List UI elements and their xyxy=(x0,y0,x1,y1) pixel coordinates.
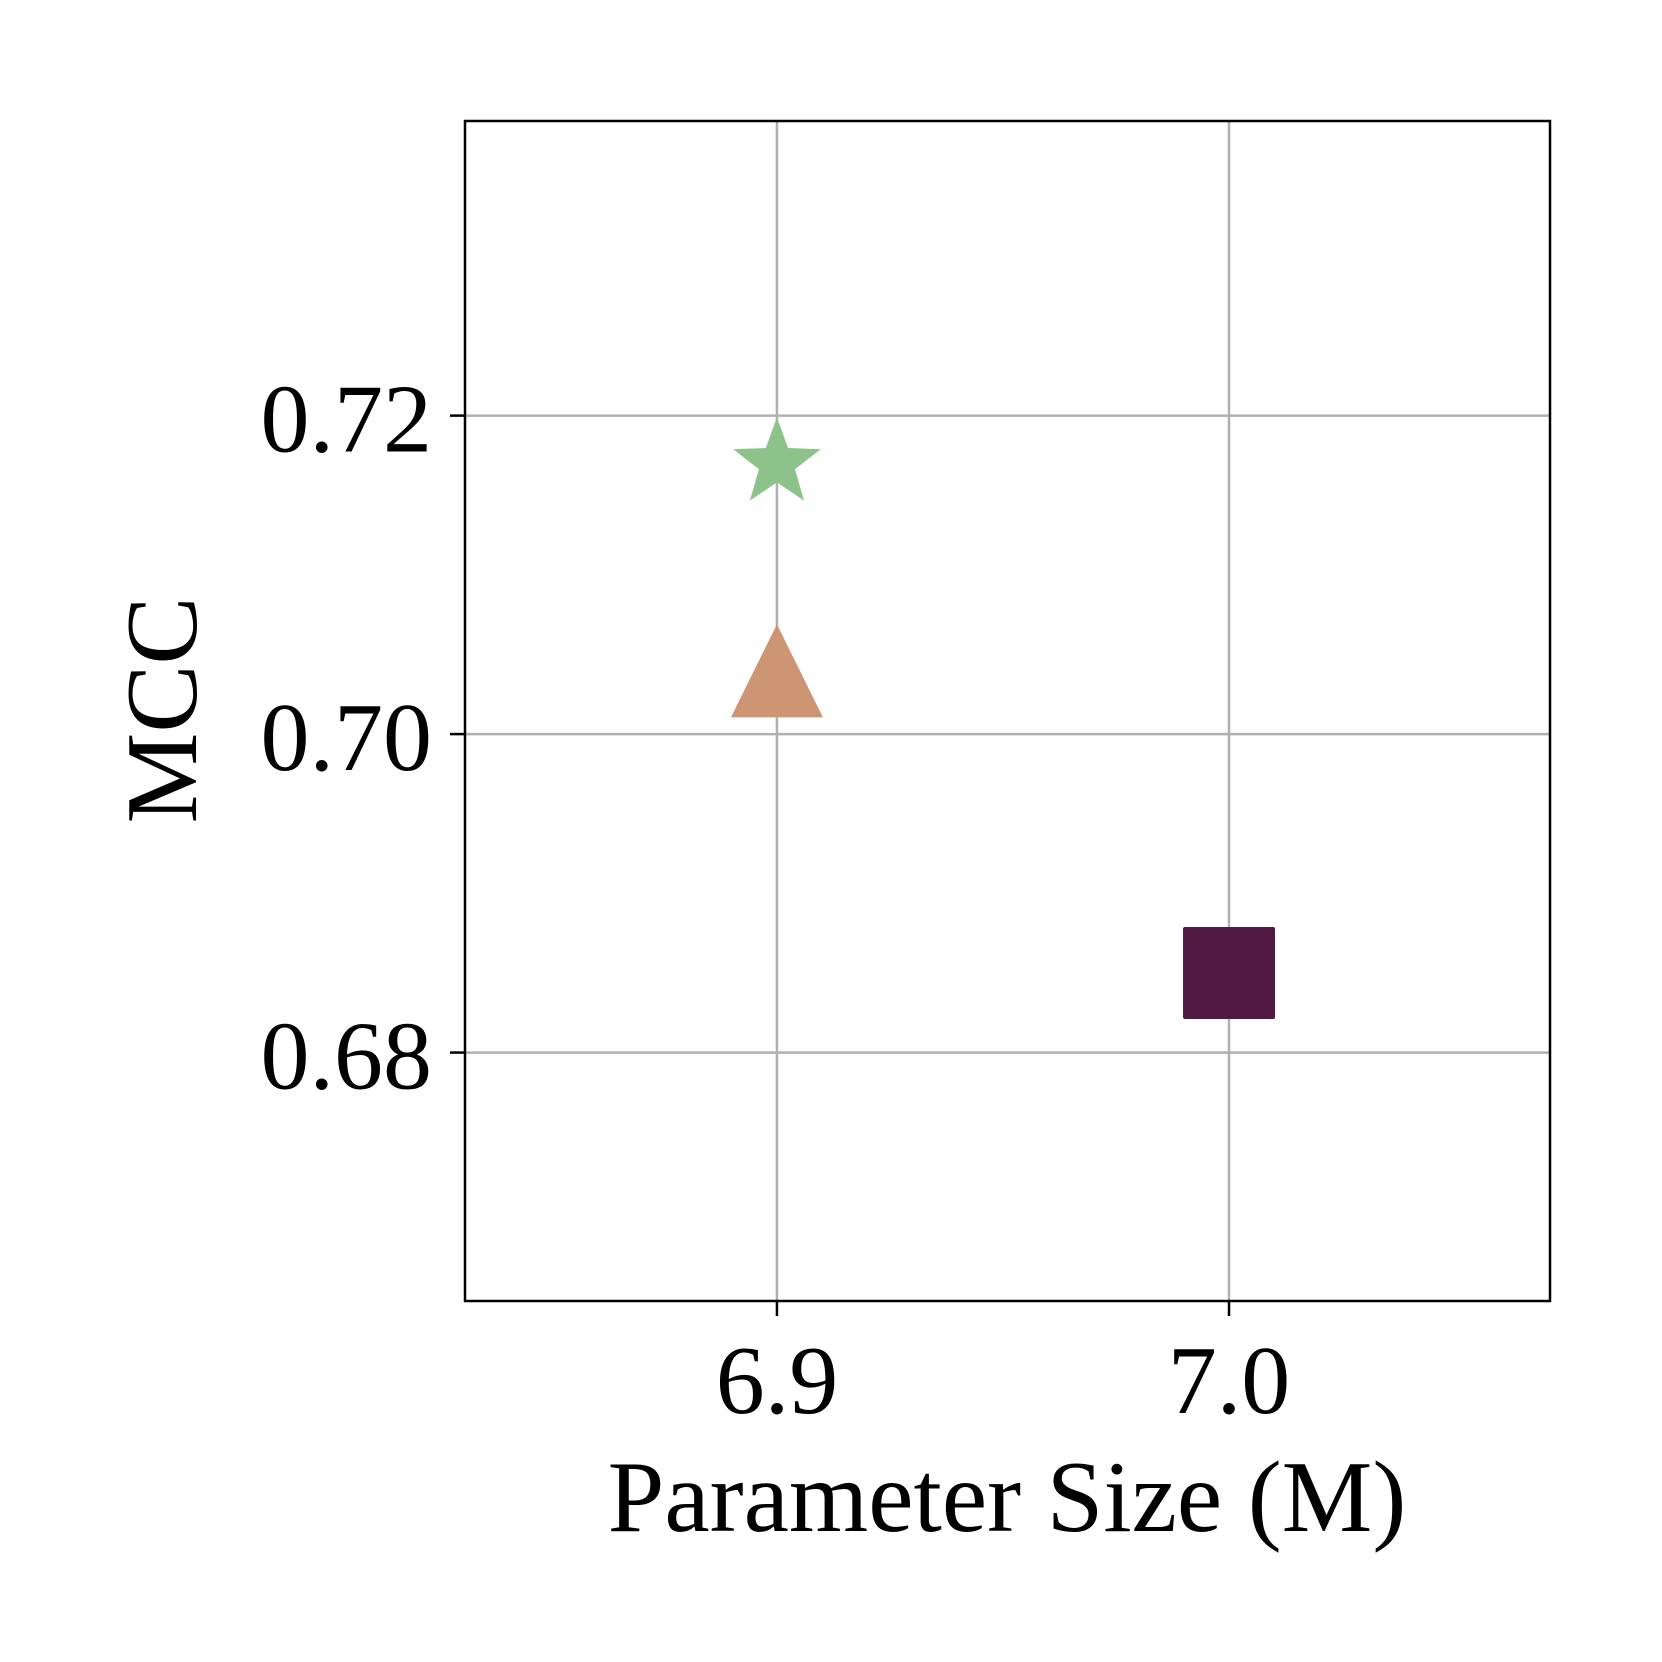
y-axis-label: MCC xyxy=(106,597,219,824)
triangle-point-1 xyxy=(730,624,823,718)
y-tick-label-2: 0.72 xyxy=(261,366,433,474)
x-tick-label-0: 6.9 xyxy=(716,1327,839,1435)
star-point-0 xyxy=(733,417,821,501)
y-tick-label-1: 0.70 xyxy=(261,684,433,792)
grid-lines xyxy=(465,121,1550,1301)
axis-ticks: 6.9 7.0 0.68 0.70 0.72 xyxy=(261,366,1291,1435)
x-axis-label: Parameter Size (M) xyxy=(608,1441,1407,1554)
data-points xyxy=(730,417,1276,1019)
x-tick-label-1: 7.0 xyxy=(1168,1327,1291,1435)
y-tick-label-0: 0.68 xyxy=(261,1003,433,1111)
plot-frame xyxy=(463,119,1552,1303)
square-point-2 xyxy=(1183,926,1276,1019)
